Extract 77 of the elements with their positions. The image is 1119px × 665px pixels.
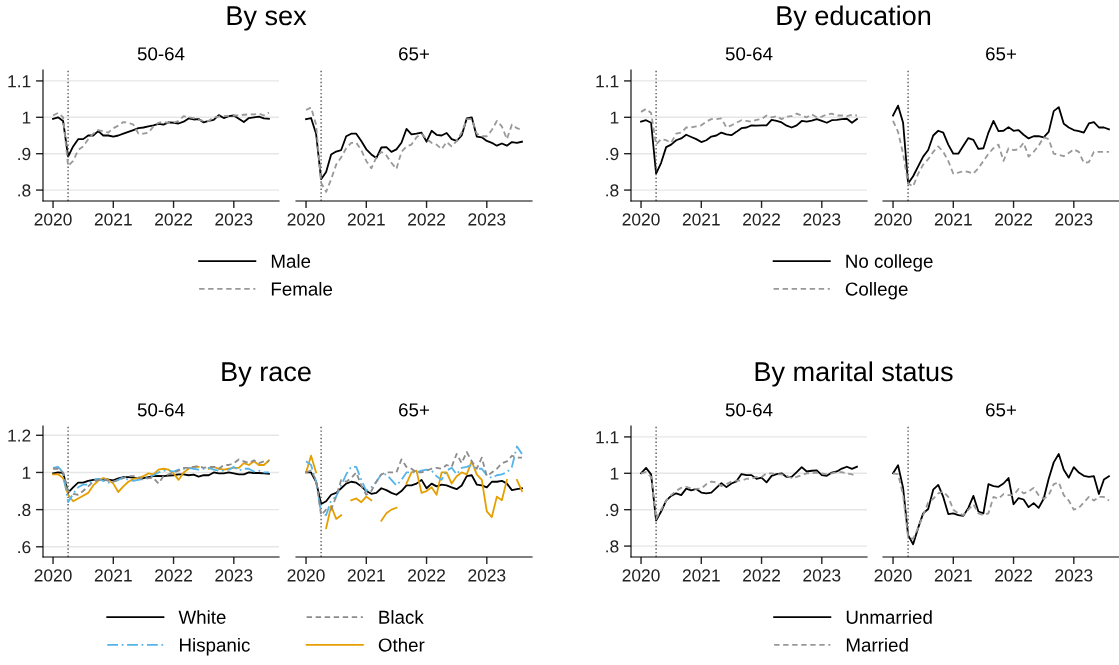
y-tick-label: .8 (18, 184, 31, 197)
x-tick-label: 2023 (803, 569, 841, 582)
x-tick-label: 2020 (34, 213, 72, 226)
chart-subtitle: 65+ (986, 47, 1016, 61)
y-tick-label: 1.1 (8, 75, 31, 88)
chart-subtitle: 50-64 (137, 47, 185, 61)
line-series (52, 111, 270, 167)
x-tick-label: 2020 (874, 213, 912, 226)
legend-label: Married (846, 637, 908, 652)
legend-label: Other (378, 637, 425, 652)
y-tick-label: 1 (610, 111, 619, 124)
legend-label: Black (379, 610, 424, 624)
legend-label: Female (271, 281, 333, 296)
chart-subtitle: 50-64 (725, 47, 773, 61)
x-tick-label: 2022 (155, 569, 192, 582)
x-tick-label: 2020 (874, 569, 912, 582)
x-tick-label: 2021 (347, 213, 385, 226)
chart-subtitle: 50-64 (137, 403, 185, 417)
y-tick-label: 1 (610, 467, 619, 480)
line-series (52, 471, 270, 494)
x-tick-label: 2021 (682, 213, 720, 226)
x-tick-label: 2022 (155, 213, 192, 226)
x-tick-label: 2023 (1055, 213, 1093, 226)
x-tick-label: 2020 (287, 569, 325, 582)
y-tick-label: 1 (22, 466, 31, 479)
line-series (52, 458, 270, 496)
x-tick-label: 2020 (622, 569, 660, 582)
legend-label: White (178, 610, 226, 624)
x-tick-label: 2022 (995, 569, 1032, 582)
x-tick-label: 2021 (347, 569, 385, 582)
legend-label: Unmarried (846, 610, 932, 624)
x-tick-label: 2023 (1055, 569, 1093, 582)
legend-label: Hispanic (180, 637, 250, 656)
x-tick-label: 2020 (287, 213, 325, 226)
y-tick-label: 1.1 (596, 75, 619, 88)
x-tick-label: 2021 (934, 213, 972, 226)
y-tick-label: 1.2 (8, 429, 31, 442)
line-series (640, 117, 858, 175)
x-tick-label: 2022 (408, 569, 445, 582)
x-tick-label: 2023 (803, 213, 841, 226)
chart-subtitle: 65+ (399, 47, 429, 61)
chart-title: By marital status (755, 361, 953, 387)
legend-label: College (845, 281, 908, 300)
chart-subtitle: 65+ (986, 403, 1016, 417)
chart-subtitle: 65+ (399, 403, 429, 417)
legend-label: Male (271, 254, 311, 268)
x-tick-label: 2022 (408, 213, 445, 226)
y-tick-label: .8 (18, 503, 31, 517)
chart-title: By sex (227, 6, 307, 31)
y-tick-label: .9 (18, 147, 31, 161)
x-tick-label: 2022 (743, 569, 780, 582)
line-series (52, 465, 270, 504)
x-tick-label: 2021 (94, 213, 132, 226)
x-tick-label: 2021 (934, 569, 972, 582)
x-tick-label: 2023 (468, 213, 506, 226)
x-tick-label: 2021 (94, 569, 132, 582)
x-tick-label: 2022 (743, 213, 780, 226)
y-tick-label: .8 (606, 184, 619, 197)
x-tick-label: 2021 (682, 569, 720, 582)
y-tick-label: .9 (606, 147, 619, 161)
legend-label: No college (846, 254, 933, 272)
y-tick-label: 1 (22, 111, 31, 124)
y-tick-label: .6 (18, 540, 31, 554)
y-tick-label: 1.1 (596, 431, 619, 444)
chart-subtitle: 50-64 (725, 403, 773, 417)
line-series (52, 114, 270, 158)
chart-title: By education (777, 5, 931, 31)
x-tick-label: 2020 (34, 569, 72, 582)
chart-title: By race (222, 362, 311, 387)
y-tick-label: .8 (606, 540, 619, 553)
x-tick-label: 2023 (215, 569, 253, 582)
x-tick-label: 2022 (995, 213, 1032, 226)
line-series (640, 108, 858, 146)
y-tick-label: .9 (606, 503, 619, 517)
x-tick-label: 2023 (468, 569, 506, 582)
x-tick-label: 2020 (622, 213, 660, 226)
x-tick-label: 2023 (215, 213, 253, 226)
